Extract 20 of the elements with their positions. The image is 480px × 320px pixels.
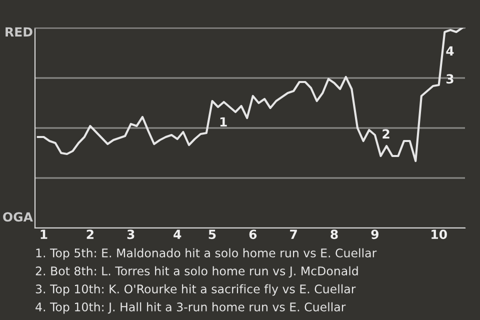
annotation: 1 xyxy=(220,117,227,126)
x-tick-label: 7 xyxy=(290,230,297,239)
x-tick-label: 9 xyxy=(371,230,378,240)
x-tick-label: 3 xyxy=(127,230,134,240)
annotation: 2 xyxy=(382,129,390,138)
x-tick-label: 10 xyxy=(432,230,447,240)
text: 3. Top 10th: K. O'Rourke hit a sacrifice fly vs E. Cuellar xyxy=(36,284,356,296)
x-tick-label: 1 xyxy=(40,230,48,239)
annotation: 3 xyxy=(446,74,454,84)
text: 4. Top 10th: J. Hall hit a 3-run home run vs E. Cuellar xyxy=(36,302,346,314)
text: OGA xyxy=(3,212,33,222)
text: RED xyxy=(6,27,32,36)
x-tick-label: 6 xyxy=(249,230,257,240)
x-tick-label: 5 xyxy=(208,230,216,240)
text: 1. Top 5th: E. Maldonado hit a solo home run vs E. Cuellar xyxy=(36,248,377,260)
text: 2. Bot 8th: L. Torres hit a solo home run vs J. McDonald xyxy=(36,266,358,278)
annotation: 4 xyxy=(446,46,454,56)
x-tick-label: 2 xyxy=(86,230,94,239)
x-tick-label: 8 xyxy=(330,230,338,240)
x-tick-label: 4 xyxy=(174,230,182,239)
